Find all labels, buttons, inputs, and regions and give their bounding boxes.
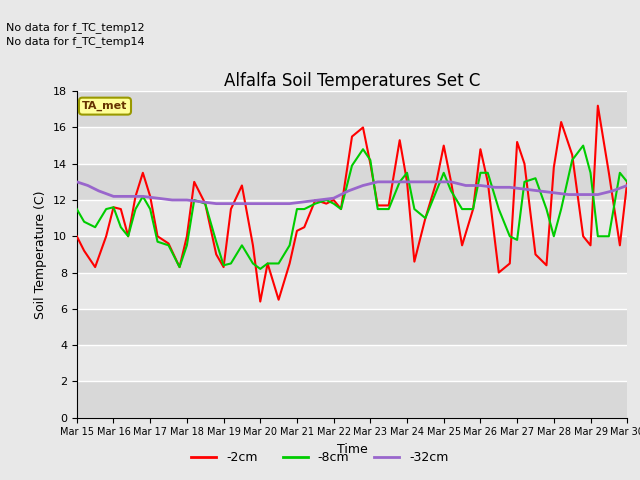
X-axis label: Time: Time: [337, 443, 367, 456]
Text: No data for f_TC_temp14: No data for f_TC_temp14: [6, 36, 145, 47]
Title: Alfalfa Soil Temperatures Set C: Alfalfa Soil Temperatures Set C: [224, 72, 480, 90]
Text: No data for f_TC_temp12: No data for f_TC_temp12: [6, 22, 145, 33]
Y-axis label: Soil Temperature (C): Soil Temperature (C): [35, 190, 47, 319]
Bar: [77, 128, 627, 164]
Bar: [77, 91, 627, 128]
Bar: [77, 273, 627, 309]
Bar: [77, 236, 627, 273]
Bar: [77, 345, 627, 381]
Text: TA_met: TA_met: [83, 101, 127, 111]
Bar: [77, 200, 627, 236]
Bar: [77, 309, 627, 345]
Legend: -2cm, -8cm, -32cm: -2cm, -8cm, -32cm: [186, 446, 454, 469]
Bar: [77, 381, 627, 418]
Bar: [77, 164, 627, 200]
